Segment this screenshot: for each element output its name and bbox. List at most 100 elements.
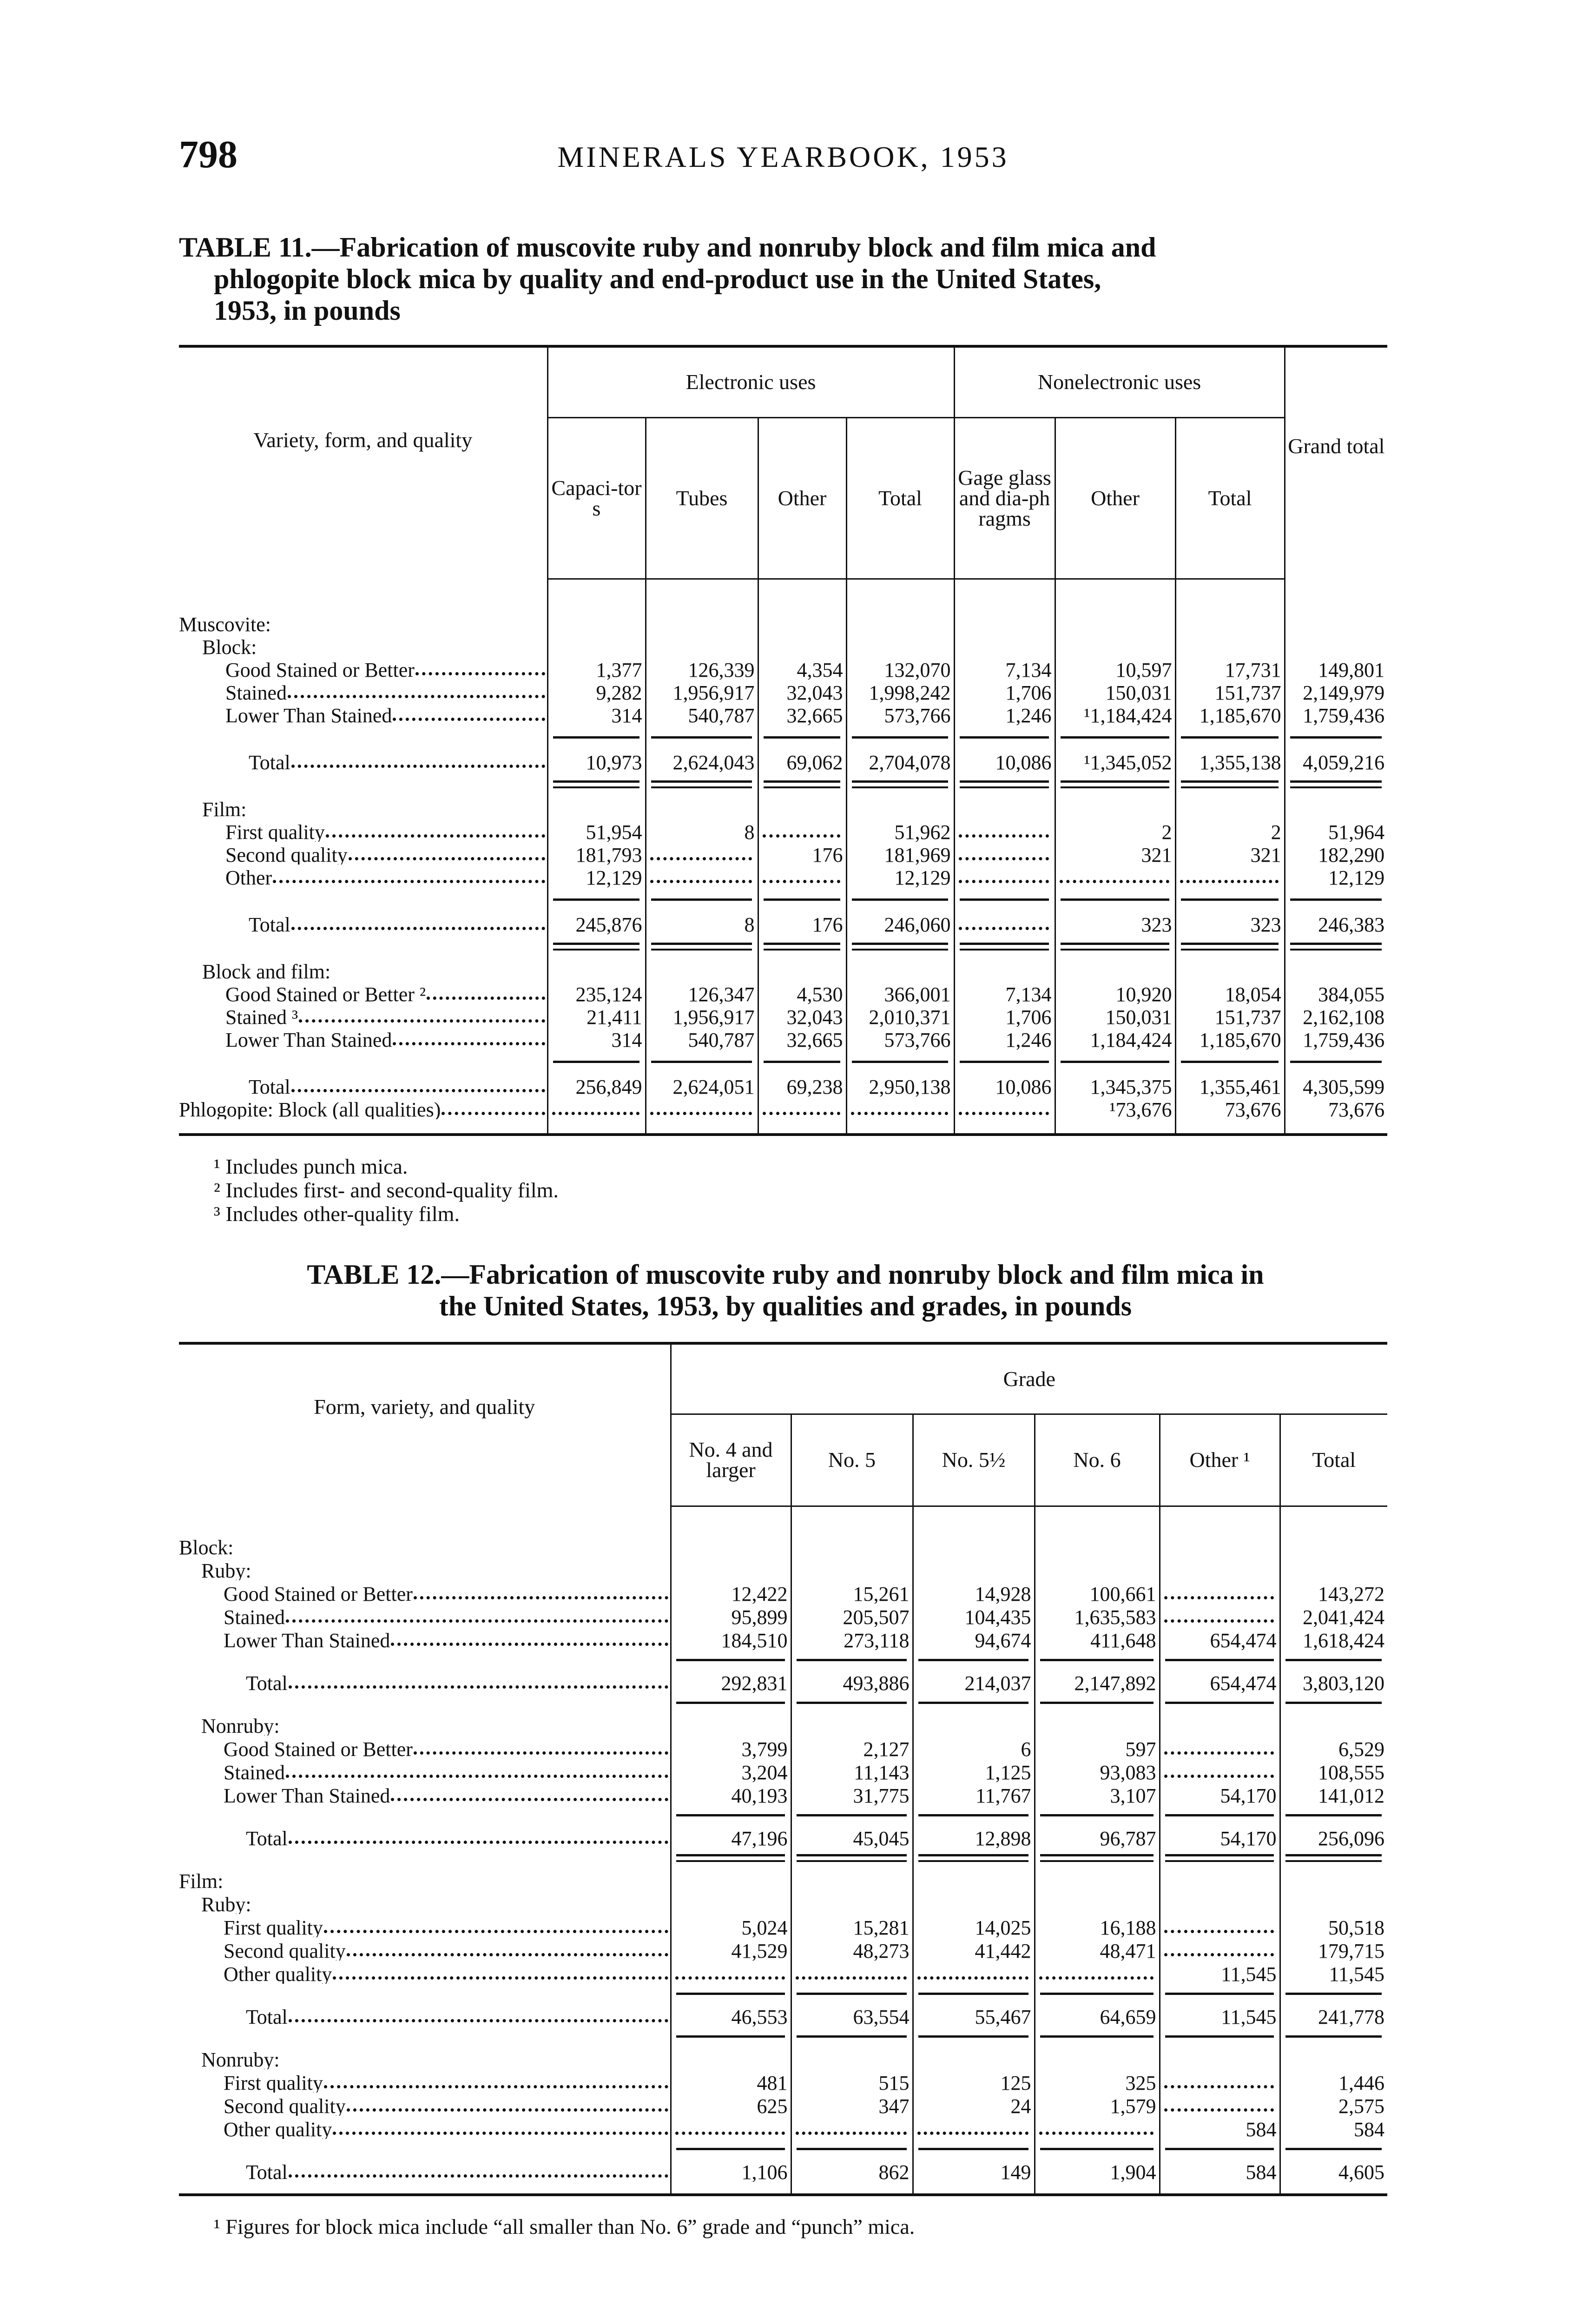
row-label-inner: Second quality (179, 1941, 670, 1961)
row-label-inner: Total (179, 1076, 547, 1097)
row-label: Good Stained or Better (179, 1736, 671, 1759)
dot-leader (427, 997, 545, 1000)
table-row: Good Stained or Better 3,799 2,127 6 597 6,52… (179, 1736, 1387, 1759)
rule-bar (1180, 786, 1279, 788)
dot-leader (333, 1976, 668, 1980)
value-cell (845, 796, 955, 819)
single-rule (912, 1650, 1035, 1670)
value-cell (1034, 1557, 1160, 1580)
row-label-inner: Stained (179, 1606, 670, 1627)
row-label-text: Ruby: (201, 1893, 251, 1915)
value-cell (757, 958, 846, 981)
rule-bar (553, 1060, 639, 1063)
value-cell: 493,886 (790, 1670, 913, 1693)
row-label-text: Ruby: (201, 1559, 251, 1581)
value-cell: 1,184,424 (1054, 1027, 1176, 1050)
row-label-text: Second quality (225, 844, 348, 865)
rule-bar (1290, 898, 1382, 901)
empty-leader (552, 1112, 639, 1115)
spacer-cell (1034, 1506, 1160, 1534)
row-label-inner: Nonruby: (179, 1716, 670, 1736)
rule-bar (918, 1814, 1028, 1816)
single-rule (912, 2139, 1035, 2159)
row-label-text: Stained (224, 1606, 285, 1627)
rule-bar (1165, 2147, 1274, 2150)
single-rule (1159, 2139, 1280, 2159)
section-heading-row: Ruby: (179, 1891, 1387, 1914)
rule-bar (763, 898, 840, 901)
double-rule (645, 772, 758, 796)
row-label-inner: Other (179, 868, 547, 887)
rule-bar (796, 1658, 907, 1661)
single-rule (790, 1984, 913, 2003)
spacer-cell (1279, 2182, 1387, 2193)
value-cell: 4,605 (1279, 2159, 1387, 2182)
value-cell: 8 (645, 819, 758, 842)
single-rule (757, 887, 846, 911)
value-cell (1034, 2046, 1160, 2069)
value-cell: 314 (547, 702, 646, 725)
value-cell: 176 (757, 911, 846, 934)
dot-leader (285, 1775, 668, 1778)
row-label: Other (179, 865, 547, 887)
empty-leader (762, 880, 840, 883)
spacer-cell (1284, 1119, 1388, 1133)
value-cell (645, 865, 758, 887)
rule-bar (851, 780, 948, 783)
rule-bar (1040, 1992, 1154, 1995)
group-header-grade: Grade (671, 1345, 1387, 1415)
row-label-text: Total (246, 1672, 288, 1693)
dot-leader (285, 1619, 668, 1623)
rule-stub (179, 1650, 671, 1670)
spacer-cell (845, 579, 955, 611)
value-cell: 540,787 (645, 1027, 758, 1050)
value-cell: 24 (912, 2093, 1035, 2116)
rule-stub (179, 1050, 547, 1074)
spacer-row (179, 1119, 1388, 1133)
empty-leader (1180, 880, 1279, 883)
col-header-tubes: Tubes (646, 417, 759, 580)
page-number: 798 (179, 133, 237, 176)
table-row: Good Stained or Better ² 235,124 126,347 4,… (179, 981, 1388, 1004)
value-cell: 11,545 (1279, 1961, 1387, 1984)
value-cell (1159, 2093, 1280, 2116)
value-cell: 1,956,917 (645, 1004, 758, 1027)
rule-bar (676, 1701, 785, 1704)
empty-leader (1164, 1775, 1274, 1778)
double-rule (1284, 934, 1388, 958)
single-rule (645, 887, 758, 911)
value-cell (953, 958, 1055, 981)
value-cell (1279, 1557, 1387, 1580)
value-cell: 63,554 (790, 2003, 913, 2027)
rule-bar (1285, 1814, 1382, 1816)
rule-stub (179, 1848, 671, 1868)
row-label-inner: Good Stained or Better ² (179, 984, 547, 1004)
value-cell: 17,731 (1174, 657, 1285, 680)
col-header-total: Total (1280, 1414, 1387, 1507)
rule-bar (1180, 898, 1279, 901)
rule-row (179, 1693, 1387, 1712)
rule-bar (1040, 1814, 1154, 1816)
double-rule (757, 772, 846, 796)
spacer-cell (912, 2182, 1035, 2193)
value-cell (953, 865, 1055, 887)
row-label-inner: Good Stained or Better (179, 660, 547, 680)
value-cell (1174, 634, 1285, 657)
row-label-inner: Other quality (179, 2118, 670, 2139)
rule-bar (651, 1060, 752, 1063)
rule-stub (179, 887, 547, 911)
row-label-text: Block and film: (202, 960, 331, 982)
rule-bar (763, 942, 840, 945)
row-label-text: Total (249, 1076, 290, 1097)
spacer-cell (670, 1506, 791, 1534)
empty-leader (1039, 2132, 1154, 2135)
single-rule (757, 725, 846, 749)
row-label-text: Other quality (224, 2118, 332, 2139)
rule-stub (179, 772, 547, 796)
dot-leader (333, 2132, 668, 2135)
row-label-inner: Good Stained or Better (179, 1584, 670, 1604)
row-label-text: Lower Than Stained (224, 1784, 390, 1806)
row-label-inner: Total (179, 2007, 670, 2027)
row-label-text: First quality (224, 2072, 323, 2093)
value-cell (1159, 2069, 1280, 2093)
